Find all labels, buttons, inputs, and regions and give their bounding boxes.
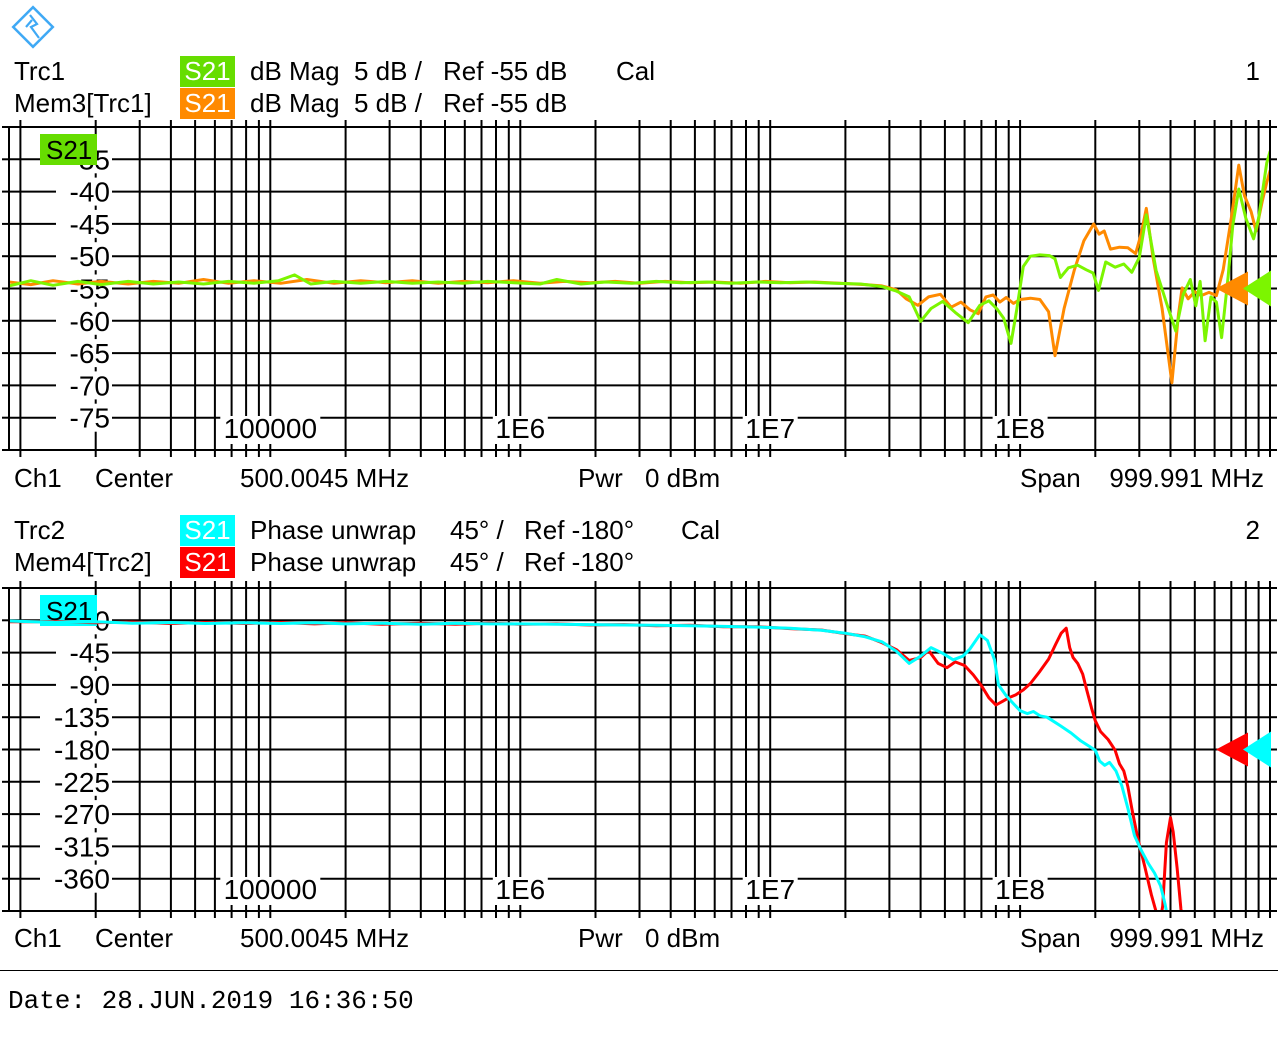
- chart-meas-badge[interactable]: [40, 134, 97, 165]
- date-stamp: Date: 28.JUN.2019 16:36:50: [8, 986, 414, 1016]
- x-axis-tick-label: 1E8: [995, 874, 1045, 905]
- trace-ref-level-marker[interactable]: [1243, 270, 1271, 307]
- x-axis-tick-label: 1E6: [495, 874, 545, 905]
- trace2-header-row: Trc2 S21 Phase unwrap 45° / Ref -180° Ca…: [0, 515, 1278, 546]
- y-axis-tick-label: -75: [70, 403, 110, 434]
- y-axis-tick-label: -50: [70, 241, 110, 272]
- trace2-format: Phase unwrap: [250, 515, 417, 545]
- x-axis-tick-label: 1E6: [495, 413, 545, 444]
- span-label: Span: [1020, 923, 1081, 953]
- pwr-value[interactable]: 0 dBm: [645, 463, 721, 493]
- x-axis-tick-label: 100000: [224, 874, 317, 905]
- footer-divider: [0, 970, 1278, 971]
- trace-ref-level-marker[interactable]: [1243, 731, 1271, 768]
- rs-logo: [8, 2, 58, 52]
- memory4-ref: Ref -180°: [524, 547, 635, 577]
- trace2-name[interactable]: Trc2: [14, 515, 66, 545]
- x-axis-tick-label: 1E7: [745, 874, 795, 905]
- trace1-header-row: Trc1 S21 dB Mag 5 dB / Ref -55 dB Cal 1: [0, 56, 1278, 87]
- trace1-ref: Ref -55 dB: [443, 56, 568, 86]
- trace1-meas-badge[interactable]: S21: [180, 56, 235, 87]
- y-axis-tick-label: -45: [70, 638, 110, 669]
- span-value[interactable]: 999.991 MHz: [1109, 463, 1264, 493]
- y-axis-tick-label: -315: [54, 831, 110, 862]
- y-axis-tick-label: -360: [54, 864, 110, 895]
- center-label: Center: [95, 463, 174, 493]
- pwr-label: Pwr: [578, 463, 623, 493]
- channel-label[interactable]: Ch1: [14, 463, 62, 493]
- memory4-name[interactable]: Mem4[Trc2]: [14, 547, 152, 577]
- y-axis-tick-label: -65: [70, 338, 110, 369]
- window1-number: 1: [1245, 56, 1260, 86]
- memory3-name[interactable]: Mem3[Trc1]: [14, 88, 152, 118]
- memory4-format: Phase unwrap: [250, 547, 417, 577]
- Trc2-trace[interactable]: [9, 619, 1169, 920]
- channel-row-top: Ch1 Center 500.0045 MHz Pwr 0 dBm Span 9…: [0, 463, 1278, 494]
- magnitude-plot: 1000001E61E71E8-35-40-45-50-55-60-65-70-…: [2, 120, 1277, 457]
- phase-chart[interactable]: 100000 1E6 1E7 1E8 0 -45 -90 -135 -180 -225 -270 -3…: [0, 579, 1278, 920]
- y-axis-tick-label: -270: [54, 799, 110, 830]
- span-value[interactable]: 999.991 MHz: [1109, 923, 1264, 953]
- trace2-ref: Ref -180°: [524, 515, 635, 545]
- Trc1-trace[interactable]: [9, 150, 1270, 345]
- x-axis-tick-label: 1E7: [745, 413, 795, 444]
- rs-logo-icon: [11, 5, 55, 49]
- memory3-ref: Ref -55 dB: [443, 88, 568, 118]
- y-axis-tick-label: -60: [70, 306, 110, 337]
- memory-ref-level-marker[interactable]: [1216, 271, 1248, 306]
- trace2-cal-status: Cal: [681, 515, 721, 545]
- memory4-header-row: Mem4[Trc2] S21 Phase unwrap 45° / Ref -1…: [0, 547, 1278, 578]
- y-axis-tick-label: -45: [70, 209, 110, 240]
- Mem3[Trc1]-trace[interactable]: [9, 163, 1270, 385]
- trace1-format: dB Mag: [250, 56, 340, 86]
- y-axis-tick-label: -225: [54, 767, 110, 798]
- x-axis-tick-label: 1E8: [995, 413, 1045, 444]
- center-value[interactable]: 500.0045 MHz: [240, 463, 410, 493]
- memory3-header-row: Mem3[Trc1] S21 dB Mag 5 dB / Ref -55 dB: [0, 88, 1278, 119]
- y-axis-tick-label: -90: [70, 670, 110, 701]
- pwr-value[interactable]: 0 dBm: [645, 923, 721, 953]
- memory-ref-level-marker[interactable]: [1216, 732, 1248, 767]
- trace1-cal-status: Cal: [616, 56, 656, 86]
- y-axis-tick-label: -70: [70, 370, 110, 401]
- pwr-label: Pwr: [578, 923, 623, 953]
- y-axis-tick-label: -40: [70, 177, 110, 208]
- y-axis-tick-label: -135: [54, 702, 110, 733]
- memory3-meas-badge[interactable]: S21: [180, 88, 235, 119]
- center-value[interactable]: 500.0045 MHz: [240, 923, 410, 953]
- y-axis-tick-label: -180: [54, 735, 110, 766]
- memory4-meas-badge[interactable]: S21: [180, 547, 235, 578]
- y-axis-tick-label: -55: [70, 274, 110, 305]
- x-axis-tick-label: 100000: [224, 413, 317, 444]
- trace1-scale: 5 dB /: [354, 56, 422, 86]
- memory3-scale: 5 dB /: [354, 88, 422, 118]
- trace2-meas-badge[interactable]: S21: [180, 515, 235, 546]
- trace1-name[interactable]: Trc1: [14, 56, 66, 86]
- phase-plot: 100000 1E6 1E7 1E80-45-90-135-180-225-270-3…: [2, 581, 1277, 920]
- memory4-scale: 45° /: [450, 547, 504, 577]
- magnitude-chart[interactable]: 1000001E61E71E8-35-40-45-50-55-60-65-70-…: [0, 118, 1278, 459]
- window2-number: 2: [1245, 515, 1260, 545]
- channel-row-bottom: Ch1 Center 500.0045 MHz Pwr 0 dBm Span 9…: [0, 923, 1278, 954]
- span-label: Span: [1020, 463, 1081, 493]
- chart-meas-badge-label: S21: [46, 135, 92, 165]
- memory3-format: dB Mag: [250, 88, 340, 118]
- channel-label[interactable]: Ch1: [14, 923, 62, 953]
- center-label: Center: [95, 923, 174, 953]
- trace2-scale: 45° /: [450, 515, 504, 545]
